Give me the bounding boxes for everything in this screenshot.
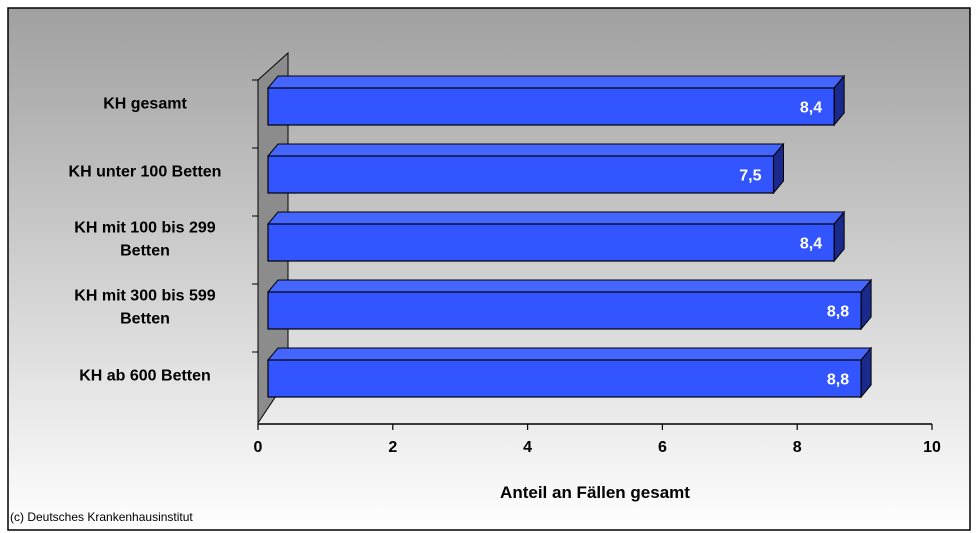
x-tick-label-1: 2	[388, 439, 397, 456]
bar-top-face-3	[266, 279, 873, 293]
value-label-4: 8,8	[827, 372, 849, 389]
category-label-line: KH mit 100 bis 299	[74, 220, 216, 237]
category-label-line: KH gesamt	[103, 96, 187, 113]
category-label-0: KH gesamt	[103, 96, 187, 113]
bar-front-face-3	[267, 291, 862, 330]
category-label-2: KH mit 100 bis 299 Betten	[74, 220, 216, 260]
value-label-3: 8,8	[827, 304, 849, 321]
bar-top-face-2	[266, 211, 846, 225]
x-tick-label-4: 8	[793, 439, 802, 456]
credit-text: (c) Deutsches Krankenhausinstitut	[10, 510, 193, 524]
category-label-line: KH unter 100 Betten	[69, 164, 222, 181]
bar-4	[266, 346, 873, 399]
x-tick-label-3: 6	[658, 439, 667, 456]
category-label-line: KH ab 600 Betten	[79, 368, 211, 385]
category-label-line: Betten	[120, 243, 170, 260]
x-tick-label-0: 0	[254, 439, 263, 456]
x-tick-label-5: 10	[923, 439, 941, 456]
bar-front-face-2	[267, 223, 835, 262]
category-label-3: KH mit 300 bis 599 Betten	[74, 288, 216, 328]
bar-front-face-4	[267, 359, 862, 398]
bar-3	[266, 278, 873, 331]
bar-front-face-1	[267, 155, 775, 194]
value-label-2: 8,4	[800, 236, 822, 253]
bar-0	[266, 74, 846, 127]
x-axis-title: Anteil an Fällen gesamt	[500, 483, 690, 502]
value-label-0: 8,4	[800, 100, 822, 117]
category-label-4: KH ab 600 Betten	[79, 368, 211, 385]
x-tick-label-2: 4	[523, 439, 532, 456]
bar-top-face-4	[266, 347, 873, 361]
bar-top-face-1	[266, 143, 785, 157]
category-label-1: KH unter 100 Betten	[69, 164, 222, 181]
bar-front-face-0	[267, 87, 835, 126]
bar-1	[266, 142, 785, 195]
value-label-1: 7,5	[739, 168, 761, 185]
bar-top-face-0	[266, 75, 846, 89]
category-label-line: KH mit 300 bis 599	[74, 288, 216, 305]
category-label-line: Betten	[120, 311, 170, 328]
bar-2	[266, 210, 846, 263]
